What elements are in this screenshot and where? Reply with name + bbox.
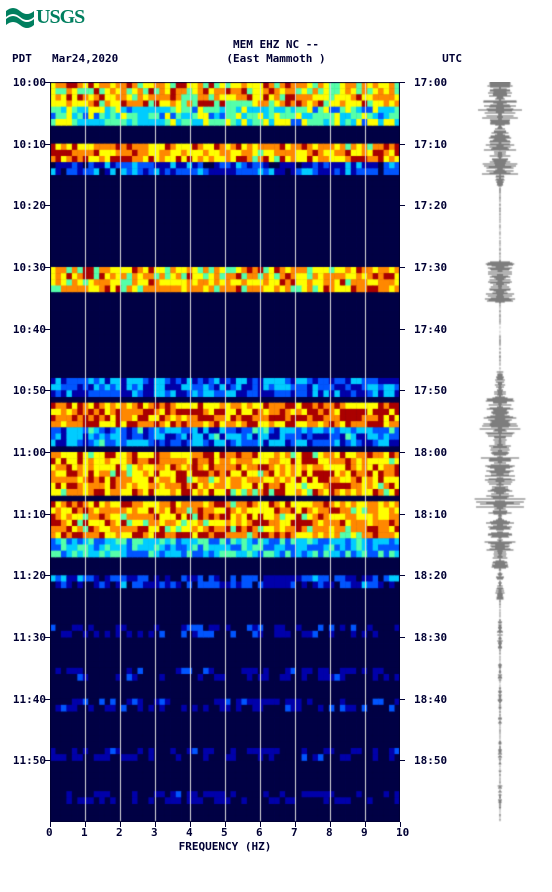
left-time-tick: 10:40 <box>13 323 46 336</box>
x-tick: 9 <box>361 826 368 839</box>
right-time-tick: 17:40 <box>414 323 447 336</box>
plot-title: MEM EHZ NC -- <box>0 38 552 51</box>
station-label: (East Mammoth ) <box>0 52 552 65</box>
right-time-tick: 17:10 <box>414 138 447 151</box>
left-time-tick: 10:30 <box>13 261 46 274</box>
x-tick: 10 <box>396 826 409 839</box>
x-tick: 7 <box>291 826 298 839</box>
x-tick: 0 <box>46 826 53 839</box>
right-time-tick: 18:10 <box>414 508 447 521</box>
x-tick: 3 <box>151 826 158 839</box>
right-time-tick: 17:30 <box>414 261 447 274</box>
left-time-tick: 11:30 <box>13 631 46 644</box>
x-axis-label: FREQUENCY (HZ) <box>50 840 400 853</box>
right-time-tick: 18:50 <box>414 754 447 767</box>
seismogram-plot <box>460 82 540 822</box>
right-time-tick: 18:30 <box>414 631 447 644</box>
usgs-logo: USGS <box>6 6 84 29</box>
x-tick: 1 <box>81 826 88 839</box>
right-time-tick: 18:00 <box>414 446 447 459</box>
left-time-tick: 10:00 <box>13 76 46 89</box>
x-tick: 8 <box>326 826 333 839</box>
left-time-tick: 11:40 <box>13 693 46 706</box>
x-tick: 5 <box>221 826 228 839</box>
seismogram-canvas <box>460 82 540 822</box>
left-time-tick: 11:00 <box>13 446 46 459</box>
left-time-tick: 11:50 <box>13 754 46 767</box>
right-time-tick: 17:50 <box>414 384 447 397</box>
right-time-tick: 17:20 <box>414 199 447 212</box>
right-time-tick: 18:20 <box>414 569 447 582</box>
right-time-tick: 18:40 <box>414 693 447 706</box>
left-time-tick: 10:20 <box>13 199 46 212</box>
left-time-tick: 10:10 <box>13 138 46 151</box>
left-time-tick: 11:10 <box>13 508 46 521</box>
x-tick: 6 <box>256 826 263 839</box>
logo-text: USGS <box>36 6 84 29</box>
right-timezone-label: UTC <box>442 52 462 65</box>
x-tick: 4 <box>186 826 193 839</box>
right-time-tick: 17:00 <box>414 76 447 89</box>
x-tick: 2 <box>116 826 123 839</box>
spectrogram-plot <box>50 82 400 822</box>
left-time-tick: 10:50 <box>13 384 46 397</box>
left-time-tick: 11:20 <box>13 569 46 582</box>
spectrogram-canvas <box>50 82 400 822</box>
